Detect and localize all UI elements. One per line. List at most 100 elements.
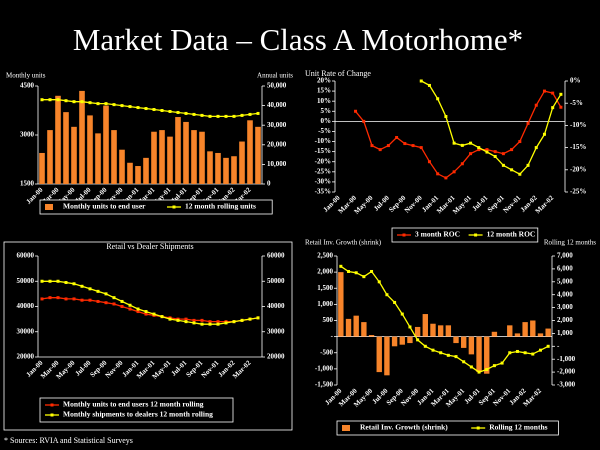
y2-tick-label: - bbox=[557, 342, 560, 350]
marker bbox=[452, 141, 456, 145]
y2-tick-label: 20,000 bbox=[267, 140, 287, 148]
marker bbox=[80, 284, 84, 288]
y-tick-label: -10% bbox=[315, 137, 331, 145]
marker bbox=[551, 106, 555, 110]
y-tick-label: -1,500 bbox=[315, 381, 334, 389]
x-tick-label: May-00 bbox=[55, 359, 77, 381]
y2-tick-label: 10,000 bbox=[267, 160, 287, 168]
bar bbox=[183, 121, 189, 184]
marker bbox=[559, 105, 563, 109]
y2-tick-label: 7,000 bbox=[557, 252, 573, 260]
bar bbox=[522, 322, 528, 337]
marker bbox=[96, 289, 100, 293]
marker bbox=[362, 275, 366, 279]
marker bbox=[72, 282, 76, 286]
marker bbox=[56, 279, 60, 283]
marker bbox=[526, 121, 530, 125]
bar bbox=[119, 149, 125, 184]
marker bbox=[439, 351, 443, 355]
marker bbox=[386, 144, 390, 148]
marker bbox=[104, 102, 108, 106]
y2-tick-label: 4,000 bbox=[557, 290, 573, 298]
y-tick-label: 50000 bbox=[17, 277, 35, 285]
marker bbox=[485, 148, 489, 152]
marker bbox=[48, 279, 52, 283]
marker bbox=[168, 317, 172, 321]
y-tick-label: -500 bbox=[320, 348, 333, 356]
marker bbox=[419, 79, 423, 83]
bar bbox=[491, 331, 498, 337]
marker bbox=[469, 152, 473, 156]
y-tick-label: -25% bbox=[315, 167, 331, 175]
y-tick-label: 30000 bbox=[17, 327, 35, 335]
marker bbox=[416, 338, 420, 342]
bar bbox=[95, 133, 101, 184]
y2-tick-label: 0% bbox=[570, 77, 581, 85]
y-tick-label: -15% bbox=[315, 147, 331, 155]
legend-swatch bbox=[50, 413, 54, 417]
marker bbox=[444, 176, 448, 180]
bar bbox=[476, 336, 482, 373]
marker bbox=[40, 98, 44, 102]
marker bbox=[477, 148, 481, 152]
marker bbox=[240, 113, 244, 117]
marker bbox=[256, 316, 260, 320]
bar bbox=[127, 162, 133, 184]
marker bbox=[128, 307, 132, 311]
x-tick-label: May-01 bbox=[151, 359, 173, 381]
marker bbox=[531, 352, 535, 356]
marker bbox=[515, 349, 519, 353]
marker bbox=[64, 297, 68, 301]
legend-label: Retail Inv. Growth (shrink) bbox=[360, 423, 448, 432]
marker bbox=[224, 114, 228, 118]
y2-tick-label: 50,000 bbox=[267, 82, 287, 90]
marker bbox=[501, 163, 505, 167]
marker bbox=[446, 353, 450, 357]
bar bbox=[191, 130, 197, 184]
marker bbox=[393, 300, 397, 304]
bar bbox=[167, 136, 173, 184]
x-tick-label: Nov-00 bbox=[104, 359, 125, 380]
legend-box bbox=[391, 227, 539, 243]
line bbox=[41, 297, 259, 323]
marker bbox=[462, 360, 466, 364]
marker bbox=[436, 97, 440, 101]
bar bbox=[223, 157, 229, 184]
y-tick-label: -1,000 bbox=[315, 364, 334, 372]
marker bbox=[460, 162, 464, 166]
marker bbox=[354, 271, 358, 275]
marker bbox=[88, 101, 92, 105]
marker bbox=[168, 109, 172, 113]
legend-swatch bbox=[476, 426, 480, 430]
marker bbox=[427, 160, 431, 164]
marker bbox=[377, 280, 381, 284]
y2-tick-label: 20000 bbox=[267, 353, 285, 361]
marker bbox=[48, 296, 52, 300]
y2-axis-label: Rolling 12 months bbox=[544, 239, 596, 247]
y2-tick-label: 0 bbox=[267, 180, 271, 188]
bar bbox=[239, 141, 245, 184]
y-tick-label: 500 bbox=[323, 316, 334, 324]
bar bbox=[345, 318, 352, 337]
marker bbox=[431, 348, 435, 352]
marker bbox=[385, 293, 389, 297]
marker bbox=[454, 355, 458, 359]
marker bbox=[104, 301, 108, 305]
bar bbox=[376, 336, 382, 373]
y-tick-label: 0% bbox=[321, 117, 332, 125]
marker bbox=[403, 142, 407, 146]
marker bbox=[184, 111, 188, 115]
marker bbox=[460, 143, 464, 147]
bar bbox=[384, 336, 390, 376]
x-tick-label: Nov-00 bbox=[399, 387, 420, 408]
marker bbox=[56, 296, 60, 300]
bar bbox=[437, 325, 444, 337]
marker bbox=[452, 170, 456, 174]
marker bbox=[160, 315, 164, 319]
x-tick-label: Mar-02 bbox=[231, 359, 253, 381]
line bbox=[42, 280, 259, 325]
chart-title: Retail vs Dealer Shipments bbox=[106, 242, 193, 251]
marker bbox=[200, 318, 204, 322]
marker bbox=[160, 109, 164, 112]
bar bbox=[247, 120, 253, 184]
